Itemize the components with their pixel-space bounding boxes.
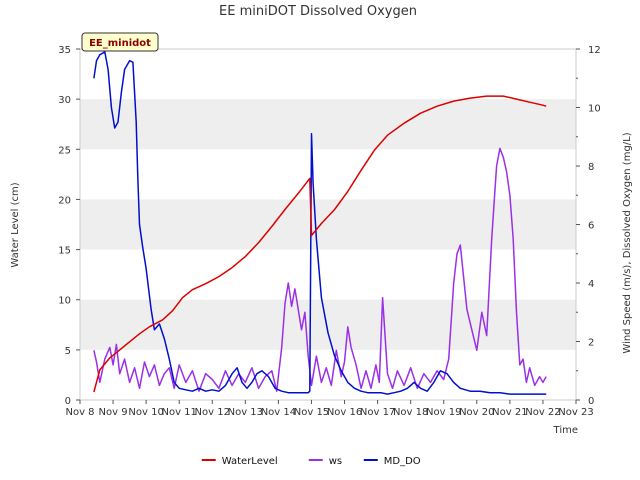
grid-band <box>80 299 576 350</box>
y-left-tick-label: 20 <box>58 195 71 206</box>
x-tick-label: Nov 10 <box>128 407 163 418</box>
y-axis-right-label: Wind Speed (m/s), Dissolved Oxygen (mg/L… <box>622 132 633 353</box>
station-badge-box <box>81 32 159 52</box>
x-tick-label: Nov 19 <box>426 407 461 418</box>
x-tick-label: Nov 11 <box>161 407 196 418</box>
y-right-tick-label: 0 <box>588 396 594 407</box>
y-right-tick-label: 8 <box>588 162 594 173</box>
x-tick-label: Nov 8 <box>65 407 94 418</box>
x-tick-label: Nov 20 <box>459 407 494 418</box>
x-tick-label: Nov 14 <box>261 407 296 418</box>
series-layer <box>93 51 547 395</box>
x-tick-label: Nov 9 <box>99 407 128 418</box>
y-left-tick-label: 30 <box>58 95 71 106</box>
legend-item-waterlevel: WaterLevel <box>201 456 278 467</box>
legend-label: ws <box>329 456 342 467</box>
y-right-tick-label: 10 <box>588 104 601 115</box>
grid-band <box>80 199 576 250</box>
grid-band <box>80 99 576 150</box>
x-tick-label: Nov 22 <box>525 407 560 418</box>
y-axis-left-label: Water Level (cm) <box>10 182 21 267</box>
y-right-tick-label: 12 <box>588 45 601 56</box>
legend-label: MD_DO <box>384 456 421 467</box>
x-tick-label: Nov 12 <box>195 407 230 418</box>
station-badge-label: EE_minidot <box>89 38 151 49</box>
y-left-tick-label: 15 <box>58 246 71 257</box>
x-tick-label: Nov 18 <box>393 407 428 418</box>
series-line-waterlevel <box>93 95 547 393</box>
legend-label: WaterLevel <box>222 456 278 467</box>
y-left-tick-label: 10 <box>58 296 71 307</box>
y-right-tick-label: 6 <box>588 221 594 232</box>
y-right-tick-label: 4 <box>588 279 594 290</box>
x-tick-label: Nov 15 <box>294 407 329 418</box>
series-line-md-do <box>93 51 547 395</box>
x-axis-label: Time <box>553 425 578 436</box>
y-left-tick-label: 25 <box>58 145 71 156</box>
chart-title: EE miniDOT Dissolved Oxygen <box>219 4 417 19</box>
y-left-tick-label: 35 <box>58 45 71 56</box>
x-tick-label: Nov 23 <box>558 407 593 418</box>
x-tick-label: Nov 16 <box>327 407 362 418</box>
series-line-ws <box>93 147 547 392</box>
x-tick-label: Nov 17 <box>360 407 395 418</box>
station-badge: EE_minidot <box>81 32 159 52</box>
background-bands <box>80 99 576 350</box>
legend: WaterLevel ws MD_DO <box>201 456 421 467</box>
y-left-tick-label: 0 <box>65 396 71 407</box>
x-tick-label: Nov 21 <box>492 407 527 418</box>
y-left-tick-label: 5 <box>65 346 71 357</box>
legend-item-ws: ws <box>308 456 342 467</box>
x-tick-label: Nov 13 <box>228 407 263 418</box>
legend-item-md-do: MD_DO <box>363 456 421 467</box>
y-right-tick-label: 2 <box>588 338 594 349</box>
